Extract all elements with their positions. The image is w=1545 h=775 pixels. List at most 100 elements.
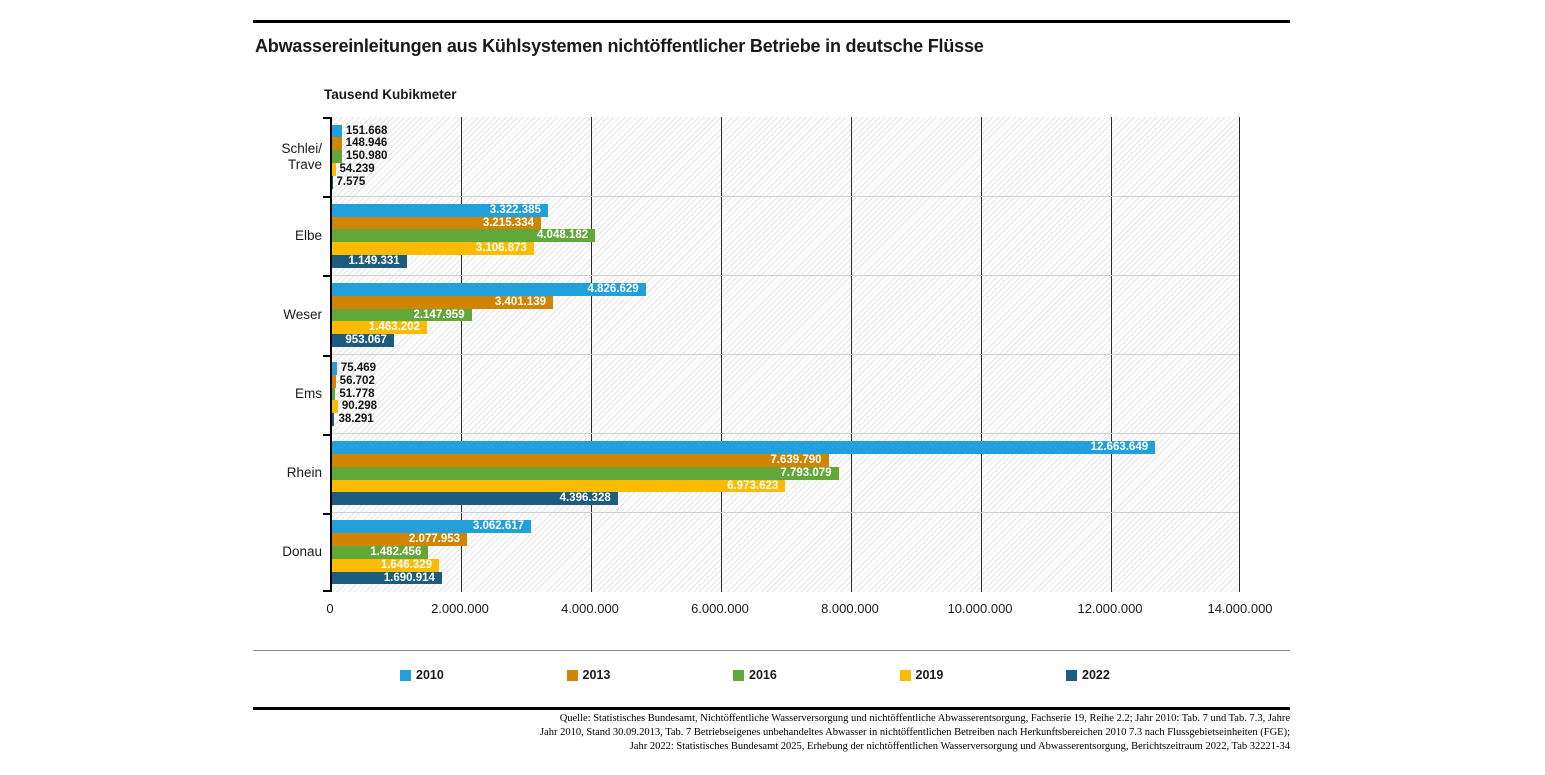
bar-value-label: 151.668 xyxy=(345,124,388,137)
bar-ems-2019 xyxy=(332,400,338,414)
category-label: Schlei/Trave xyxy=(205,117,322,196)
y-axis-labels: Schlei/Trave Elbe Weser Ems Rhein Donau xyxy=(205,117,322,592)
bar-value-label: 75.469 xyxy=(340,362,377,375)
bar-value-label: 3.106.873 xyxy=(475,242,527,255)
x-axis-tick-label: 4.000.000 xyxy=(561,601,619,616)
legend-item-2013: 2013 xyxy=(566,668,610,682)
legend-item-2010: 2010 xyxy=(400,668,444,682)
category-label-line: Weser xyxy=(283,306,322,322)
legend-marker-icon xyxy=(400,669,411,681)
group-separator xyxy=(332,274,1239,276)
y-axis-tick xyxy=(323,354,331,357)
x-axis-tick-label: 14.000.000 xyxy=(1207,601,1273,616)
category-label: Elbe xyxy=(205,196,322,275)
bar-value-label: 953.067 xyxy=(345,334,387,347)
category-label-line: Trave xyxy=(287,156,322,172)
legend-item-2019: 2019 xyxy=(899,668,944,682)
bar-value-label: 51.778 xyxy=(339,387,375,400)
bar-elbe-2022 xyxy=(332,254,407,268)
bar-donau-2022 xyxy=(332,571,442,585)
bar-donau-2013 xyxy=(332,533,468,546)
bar-schlei-trave-2022 xyxy=(332,175,333,189)
bar-rhein-2010 xyxy=(332,441,1156,455)
source-line: Jahr 2010, Stand 30.09.2013, Tab. 7 Betr… xyxy=(539,727,1290,738)
legend-marker-icon xyxy=(566,669,578,681)
axis-unit-label: Tausend Kubikmeter xyxy=(324,87,457,102)
bar-elbe-2013 xyxy=(332,216,541,230)
bar-value-label: 4.396.328 xyxy=(559,492,611,505)
bar-value-label: 4.826.629 xyxy=(587,282,639,295)
bar-weser-2010 xyxy=(332,282,646,296)
bar-value-label: 1.690.914 xyxy=(383,571,435,584)
bar-donau-2016 xyxy=(332,546,429,559)
bar-ems-2022 xyxy=(332,413,335,427)
x-axis-tick-label: 2.000.000 xyxy=(431,601,489,616)
bar-value-label: 3.322.385 xyxy=(489,203,541,216)
bar-rhein-2013 xyxy=(332,454,829,467)
bar-weser-2022 xyxy=(332,334,394,347)
bar-schlei-trave-2013 xyxy=(332,137,342,151)
bar-rhein-2022 xyxy=(332,492,618,506)
category-label-line: Donau xyxy=(282,544,322,560)
category-label: Donau xyxy=(205,513,322,592)
source-line: Quelle: Statistisches Bundesamt, Nichtöf… xyxy=(559,713,1290,724)
bar-value-label: 3.401.139 xyxy=(494,295,547,308)
bar-value-label: 1.482.456 xyxy=(370,546,422,559)
legend-item-2022: 2022 xyxy=(1066,668,1110,682)
bar-value-label: 2.077.953 xyxy=(408,533,461,546)
legend-item-2016: 2016 xyxy=(733,668,777,682)
bar-schlei-trave-2010 xyxy=(332,124,342,138)
group-separator xyxy=(332,512,1239,514)
x-axis-tick-label: 10.000.000 xyxy=(947,601,1013,616)
bar-value-label: 7.793.079 xyxy=(780,466,832,479)
bar-schlei-trave-2019 xyxy=(332,162,336,176)
bar-elbe-2019 xyxy=(332,242,534,255)
y-axis-tick xyxy=(323,117,331,119)
top-rule xyxy=(253,20,1290,23)
category-label: Weser xyxy=(205,275,322,354)
legend-label: 2022 xyxy=(1082,668,1110,682)
category-label: Rhein xyxy=(205,434,322,513)
bar-value-label: 7.639.790 xyxy=(770,454,822,467)
bar-schlei-trave-2016 xyxy=(332,150,342,163)
category-label-line: Elbe xyxy=(294,227,322,243)
y-axis-tick xyxy=(323,275,331,278)
bar-rhein-2019 xyxy=(332,479,786,493)
y-axis-tick xyxy=(323,433,331,436)
legend-marker-icon xyxy=(733,669,744,681)
bar-elbe-2010 xyxy=(332,203,548,217)
bar-weser-2013 xyxy=(332,295,554,309)
bar-value-label: 148.946 xyxy=(345,137,388,150)
legend-label: 2016 xyxy=(749,668,777,682)
bar-ems-2010 xyxy=(332,362,337,375)
bar-value-label: 90.298 xyxy=(341,400,378,413)
bar-value-label: 1.149.331 xyxy=(348,254,400,267)
legend-divider-rule xyxy=(253,650,1290,651)
bar-weser-2016 xyxy=(332,308,472,322)
category-label-line: Schlei/ xyxy=(281,140,322,156)
bar-value-label: 12.663.649 xyxy=(1090,441,1149,454)
category-label: Ems xyxy=(205,355,322,434)
y-axis-tick xyxy=(323,196,331,199)
bar-elbe-2016 xyxy=(332,229,596,243)
chart-title: Abwassereinleitungen aus Kühlsystemen ni… xyxy=(255,36,984,56)
legend-marker-icon xyxy=(1066,669,1077,681)
legend-label: 2019 xyxy=(915,668,944,682)
category-label-line: Ems xyxy=(295,386,322,402)
bar-ems-2013 xyxy=(332,374,336,388)
x-axis-tick-label: 8.000.000 xyxy=(821,601,879,616)
plot-area: 151.668 148.946 150.980 54.239 7.575 3.322.38… xyxy=(323,117,1240,592)
bar-value-label: 6.973.623 xyxy=(727,479,779,492)
bar-donau-2019 xyxy=(332,558,439,572)
group-separator xyxy=(332,354,1239,355)
x-axis-tick-label: 0 xyxy=(326,601,334,616)
source-note: Quelle: Statistisches Bundesamt, Nichtöf… xyxy=(420,712,1290,754)
x-axis-tick-label: 12.000.000 xyxy=(1077,601,1143,616)
bar-value-label: 2.147.959 xyxy=(413,308,465,321)
group-separator xyxy=(332,433,1239,435)
bar-value-label: 3.215.334 xyxy=(482,216,534,229)
bar-value-label: 1.646.329 xyxy=(380,558,432,571)
bar-value-label: 150.980 xyxy=(345,150,388,163)
bar-value-label: 3.062.617 xyxy=(472,520,525,533)
